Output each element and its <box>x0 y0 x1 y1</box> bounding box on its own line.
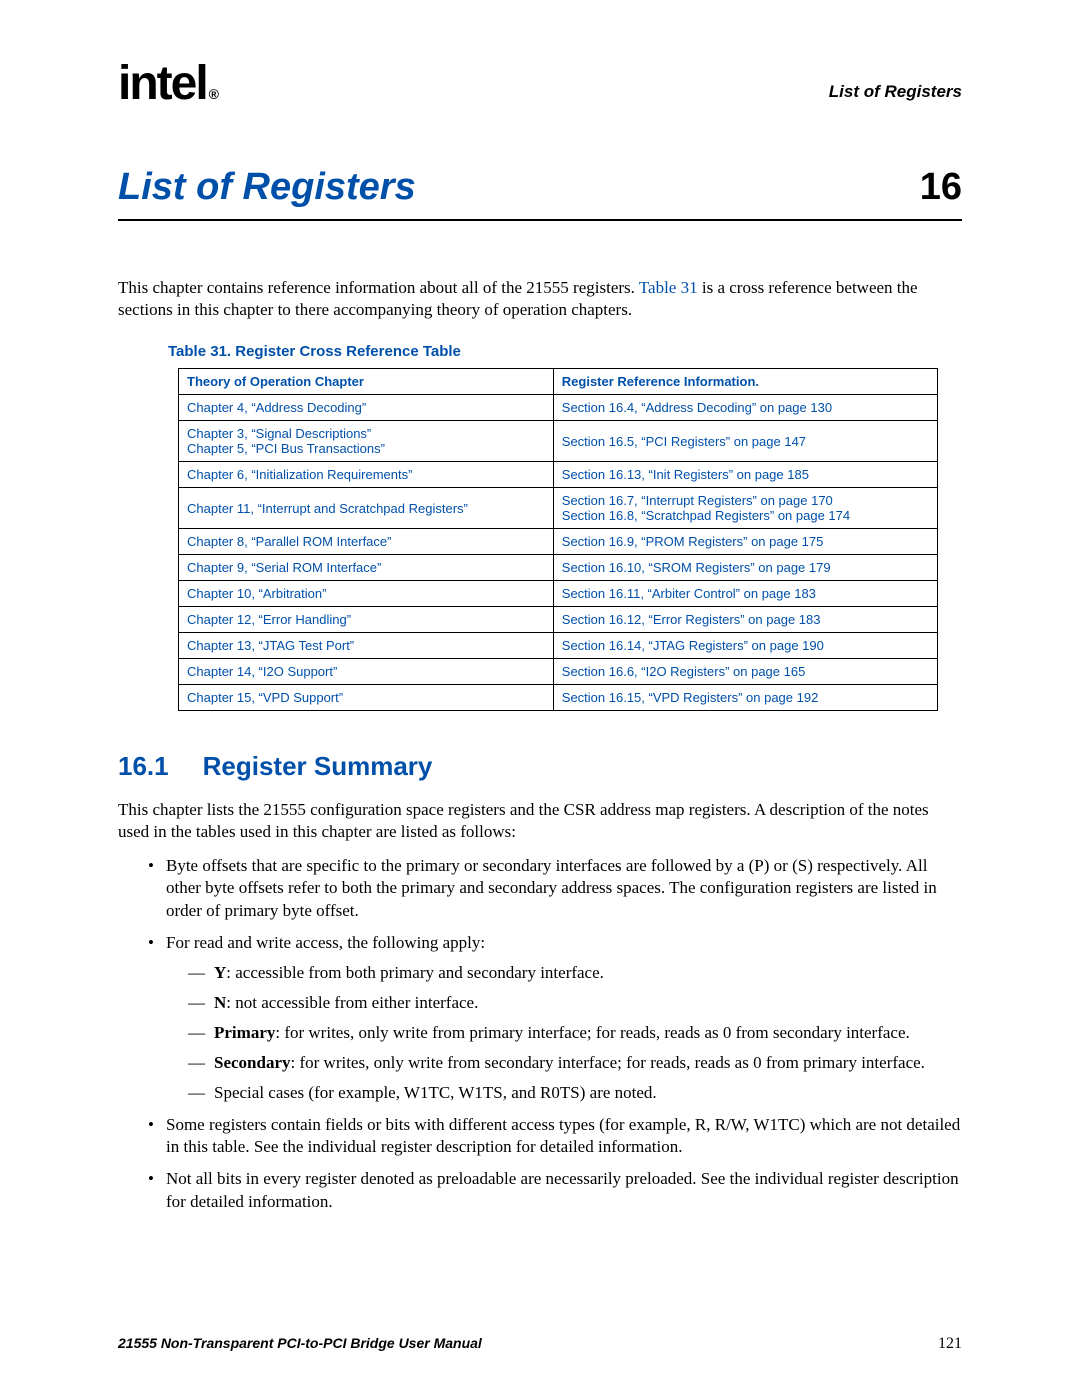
table-cell-left[interactable]: Chapter 11, “Interrupt and Scratchpad Re… <box>179 488 554 529</box>
table-cell-right[interactable]: Section 16.15, “VPD Registers” on page 1… <box>553 685 937 711</box>
table-cell-left[interactable]: Chapter 4, “Address Decoding” <box>179 395 554 421</box>
table-row: Chapter 9, “Serial ROM Interface”Section… <box>179 555 938 581</box>
table-caption: Table 31. Register Cross Reference Table <box>168 343 962 360</box>
table-cell-left[interactable]: Chapter 9, “Serial ROM Interface” <box>179 555 554 581</box>
table-row: Chapter 4, “Address Decoding”Section 16.… <box>179 395 938 421</box>
footer-page-number: 121 <box>938 1335 962 1353</box>
table-cell-left[interactable]: Chapter 8, “Parallel ROM Interface” <box>179 529 554 555</box>
page: intel® List of Registers List of Registe… <box>0 0 1080 1397</box>
intel-logo: intel® <box>118 60 217 108</box>
table-cell-left[interactable]: Chapter 13, “JTAG Test Port” <box>179 633 554 659</box>
table-head-right: Register Reference Information. <box>553 369 937 395</box>
header-section-label: List of Registers <box>829 82 962 108</box>
sub-list-item: Y: accessible from both primary and seco… <box>188 962 962 984</box>
notes-list: Byte offsets that are specific to the pr… <box>118 855 962 1212</box>
intro-text-pre: This chapter contains reference informat… <box>118 278 639 297</box>
sub-list-item: Primary: for writes, only write from pri… <box>188 1022 962 1044</box>
list-item: Some registers contain fields or bits wi… <box>148 1114 962 1158</box>
table-row: Chapter 8, “Parallel ROM Interface”Secti… <box>179 529 938 555</box>
table-row: Chapter 12, “Error Handling”Section 16.1… <box>179 607 938 633</box>
table-cell-right[interactable]: Section 16.10, “SROM Registers” on page … <box>553 555 937 581</box>
table-cell-right[interactable]: Section 16.7, “Interrupt Registers” on p… <box>553 488 937 529</box>
table-row: Chapter 3, “Signal Descriptions”Chapter … <box>179 421 938 462</box>
table-row: Chapter 10, “Arbitration”Section 16.11, … <box>179 581 938 607</box>
logo-text: intel <box>118 57 207 110</box>
section-number: 16.1 <box>118 751 169 782</box>
table-row: Chapter 14, “I2O Support”Section 16.6, “… <box>179 659 938 685</box>
table-cell-left[interactable]: Chapter 12, “Error Handling” <box>179 607 554 633</box>
section-intro: This chapter lists the 21555 configurati… <box>118 799 962 843</box>
chapter-number: 16 <box>920 166 962 209</box>
footer-manual-title: 21555 Non-Transparent PCI-to-PCI Bridge … <box>118 1335 482 1351</box>
table-cell-right[interactable]: Section 16.14, “JTAG Registers” on page … <box>553 633 937 659</box>
cross-reference-table: Theory of Operation Chapter Register Ref… <box>178 368 938 711</box>
table-cell-left[interactable]: Chapter 15, “VPD Support” <box>179 685 554 711</box>
table-row: Chapter 13, “JTAG Test Port”Section 16.1… <box>179 633 938 659</box>
sub-list-item: Special cases (for example, W1TC, W1TS, … <box>188 1082 962 1104</box>
chapter-heading: List of Registers 16 <box>118 166 962 221</box>
list-item: Byte offsets that are specific to the pr… <box>148 855 962 921</box>
section-heading: 16.1 Register Summary <box>118 751 962 782</box>
chapter-intro: This chapter contains reference informat… <box>118 277 962 321</box>
section-title: Register Summary <box>203 751 433 782</box>
table-cell-left[interactable]: Chapter 6, “Initialization Requirements” <box>179 462 554 488</box>
sub-list-item: Secondary: for writes, only write from s… <box>188 1052 962 1074</box>
table-cell-right[interactable]: Section 16.13, “Init Registers” on page … <box>553 462 937 488</box>
sub-list-item: N: not accessible from either interface. <box>188 992 962 1014</box>
table-row: Chapter 6, “Initialization Requirements”… <box>179 462 938 488</box>
table-cell-right[interactable]: Section 16.11, “Arbiter Control” on page… <box>553 581 937 607</box>
table-cell-left[interactable]: Chapter 14, “I2O Support” <box>179 659 554 685</box>
table-cell-right[interactable]: Section 16.6, “I2O Registers” on page 16… <box>553 659 937 685</box>
page-footer: 21555 Non-Transparent PCI-to-PCI Bridge … <box>118 1335 962 1353</box>
table-31-link[interactable]: Table 31 <box>639 278 698 297</box>
table-cell-left[interactable]: Chapter 3, “Signal Descriptions”Chapter … <box>179 421 554 462</box>
list-item: For read and write access, the following… <box>148 932 962 1105</box>
table-row: Chapter 11, “Interrupt and Scratchpad Re… <box>179 488 938 529</box>
chapter-title: List of Registers <box>118 166 416 209</box>
list-item: Not all bits in every register denoted a… <box>148 1168 962 1212</box>
sub-list: Y: accessible from both primary and seco… <box>166 962 962 1104</box>
table-cell-right[interactable]: Section 16.5, “PCI Registers” on page 14… <box>553 421 937 462</box>
table-head-left: Theory of Operation Chapter <box>179 369 554 395</box>
table-cell-left[interactable]: Chapter 10, “Arbitration” <box>179 581 554 607</box>
table-cell-right[interactable]: Section 16.4, “Address Decoding” on page… <box>553 395 937 421</box>
page-header: intel® List of Registers <box>118 60 962 108</box>
table-cell-right[interactable]: Section 16.9, “PROM Registers” on page 1… <box>553 529 937 555</box>
logo-suffix: ® <box>209 86 217 102</box>
table-cell-right[interactable]: Section 16.12, “Error Registers” on page… <box>553 607 937 633</box>
table-row: Chapter 15, “VPD Support”Section 16.15, … <box>179 685 938 711</box>
